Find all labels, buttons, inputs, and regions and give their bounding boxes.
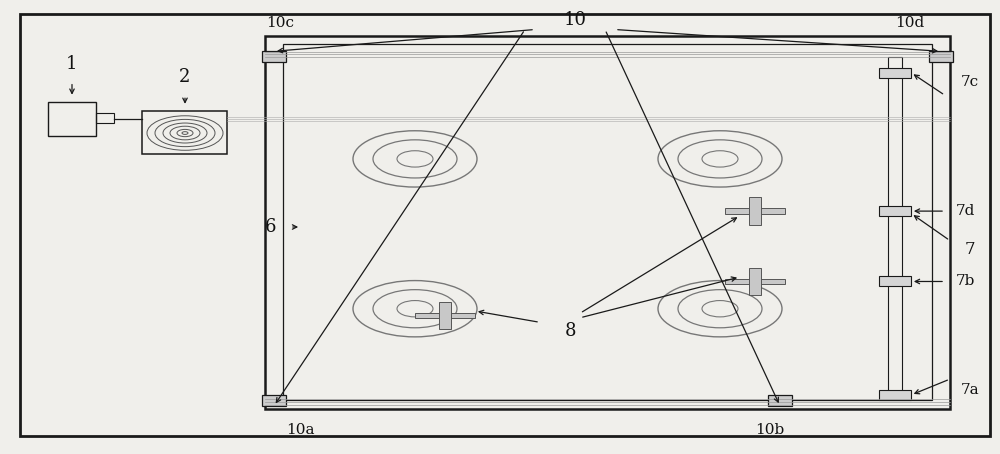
Bar: [879, 68, 911, 78]
Bar: [725, 279, 785, 284]
Bar: [415, 313, 475, 318]
Text: 10a: 10a: [286, 424, 314, 437]
Bar: [879, 206, 911, 216]
Bar: [749, 268, 761, 295]
Bar: [96, 114, 114, 123]
Bar: [725, 208, 785, 214]
Text: 7d: 7d: [955, 204, 975, 218]
Bar: [142, 111, 227, 154]
Text: 2: 2: [179, 68, 191, 86]
Bar: [265, 36, 950, 409]
Bar: [879, 276, 911, 286]
Bar: [283, 44, 932, 400]
Text: 10c: 10c: [266, 16, 294, 30]
Text: 10: 10: [564, 11, 586, 30]
Text: 7c: 7c: [961, 75, 979, 89]
Text: 8: 8: [564, 322, 576, 340]
Text: 7: 7: [965, 241, 975, 258]
Bar: [262, 395, 286, 406]
Bar: [888, 57, 902, 397]
Bar: [929, 51, 953, 62]
Bar: [48, 102, 96, 136]
Bar: [262, 51, 286, 62]
Text: 1: 1: [66, 54, 78, 73]
Text: 10d: 10d: [895, 16, 925, 30]
Bar: [879, 390, 911, 400]
Bar: [749, 197, 761, 225]
Bar: [439, 302, 451, 329]
Bar: [768, 395, 792, 406]
Text: 7b: 7b: [955, 275, 975, 288]
Text: 6: 6: [264, 218, 276, 236]
Text: 7a: 7a: [961, 384, 979, 397]
Text: 10b: 10b: [755, 424, 785, 437]
